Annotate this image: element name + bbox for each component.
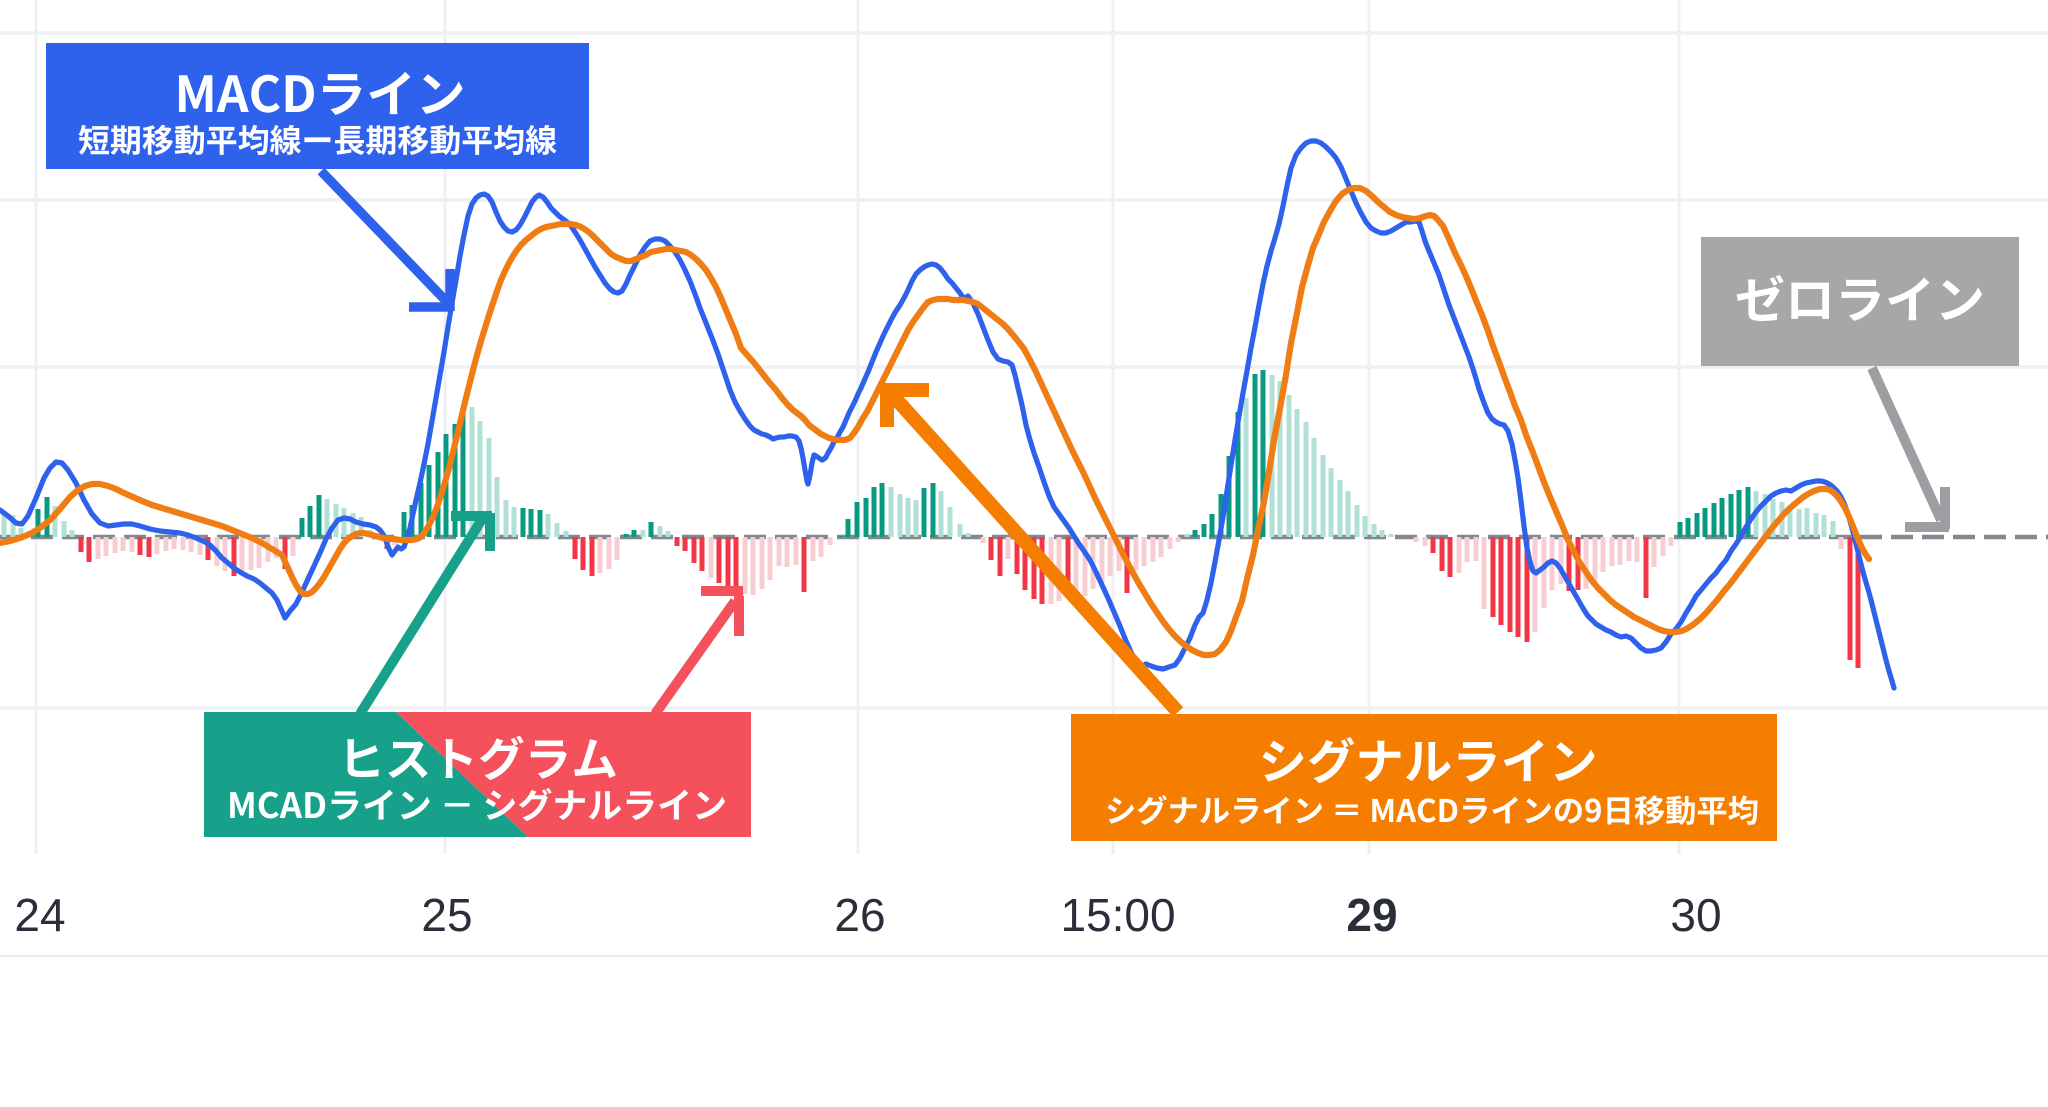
svg-text:24: 24	[14, 889, 65, 941]
svg-text:26: 26	[834, 889, 885, 941]
svg-text:15:00: 15:00	[1060, 889, 1175, 941]
svg-text:25: 25	[421, 889, 472, 941]
svg-text:29: 29	[1346, 889, 1397, 941]
svg-text:30: 30	[1670, 889, 1721, 941]
